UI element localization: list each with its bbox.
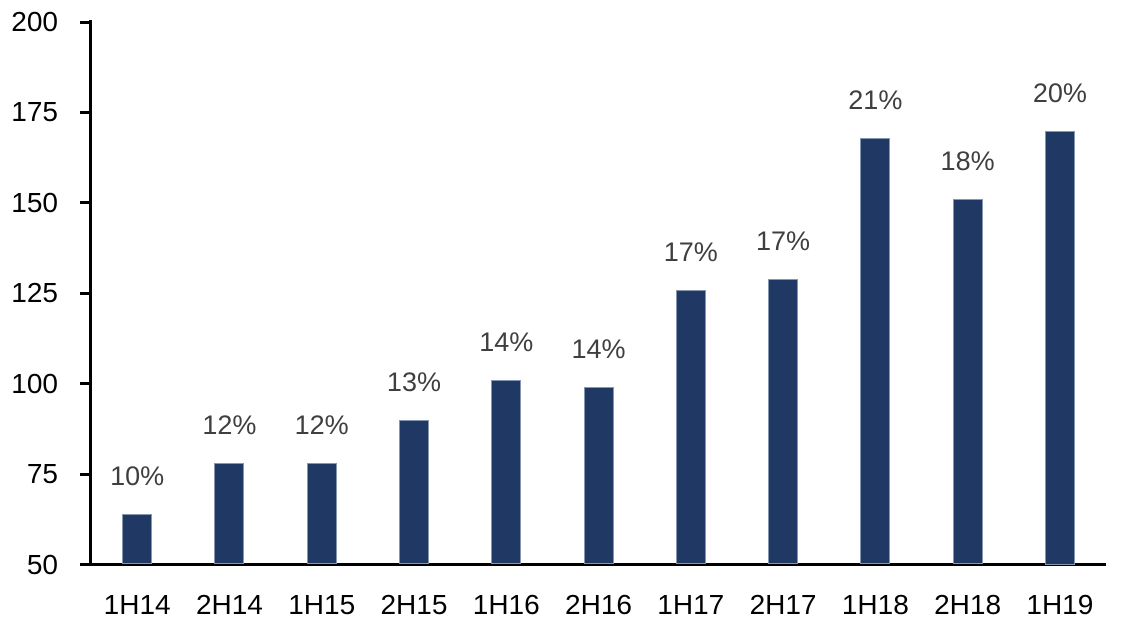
y-axis-tick-label: 50 — [26, 548, 58, 580]
bar-value-label: 17% — [663, 236, 718, 267]
y-axis-tick-mark — [80, 201, 91, 205]
y-axis-tick-mark — [80, 291, 91, 295]
y-axis-tick-mark — [80, 20, 91, 24]
y-axis-tick-mark — [80, 472, 91, 476]
y-axis-tick-mark — [80, 563, 91, 566]
x-axis-tick-label: 2H16 — [565, 589, 632, 620]
x-axis-tick-label: 2H14 — [195, 589, 263, 620]
bar-2h15 — [398, 419, 429, 565]
y-axis-tick-mark — [80, 110, 91, 114]
y-axis-tick-label: 200 — [11, 6, 58, 37]
bar-1h17 — [675, 289, 706, 565]
x-axis-tick-label: 1H19 — [1026, 589, 1094, 620]
x-axis-tick-label: 1H18 — [841, 589, 909, 620]
bar-value-label: 14% — [571, 334, 626, 365]
bar-value-label: 13% — [386, 366, 441, 397]
bar-1h14 — [122, 513, 153, 565]
bar-1h19 — [1044, 130, 1075, 565]
bar-value-label: 14% — [479, 327, 534, 358]
bar-1h15 — [306, 463, 337, 565]
y-axis-tick-label: 100 — [11, 367, 58, 399]
bar-value-label: 17% — [756, 225, 811, 256]
bar-value-label: 20% — [1032, 77, 1087, 108]
bar-value-label: 21% — [848, 84, 903, 115]
x-axis-tick-label: 1H14 — [103, 589, 171, 620]
x-axis-tick-label: 1H16 — [472, 589, 540, 620]
bar-value-label: 12% — [294, 410, 349, 441]
bar-value-label: 10% — [110, 460, 165, 491]
x-axis-tick-label: 1H15 — [288, 589, 356, 620]
x-axis-line — [80, 563, 1106, 566]
bar-value-label: 12% — [202, 410, 257, 441]
y-axis-tick-label: 150 — [11, 186, 58, 218]
x-axis-tick-label: 2H15 — [380, 589, 448, 620]
y-axis-tick-label: 75 — [26, 458, 58, 490]
bar-value-label: 18% — [940, 146, 995, 177]
bar-2h18 — [952, 199, 983, 565]
x-axis-tick-label: 2H17 — [749, 589, 817, 620]
bar-2h14 — [214, 463, 245, 565]
bar-2h16 — [583, 387, 614, 565]
y-axis-tick-label: 175 — [11, 96, 58, 128]
bar-2h17 — [768, 278, 799, 565]
y-axis-tick-label: 125 — [11, 277, 58, 309]
x-axis-tick-label: 2H18 — [934, 589, 1002, 620]
y-axis-tick-mark — [80, 382, 91, 386]
x-axis-tick-label: 1H17 — [657, 589, 725, 620]
bar-1h18 — [860, 137, 891, 565]
bar-1h16 — [491, 380, 522, 565]
